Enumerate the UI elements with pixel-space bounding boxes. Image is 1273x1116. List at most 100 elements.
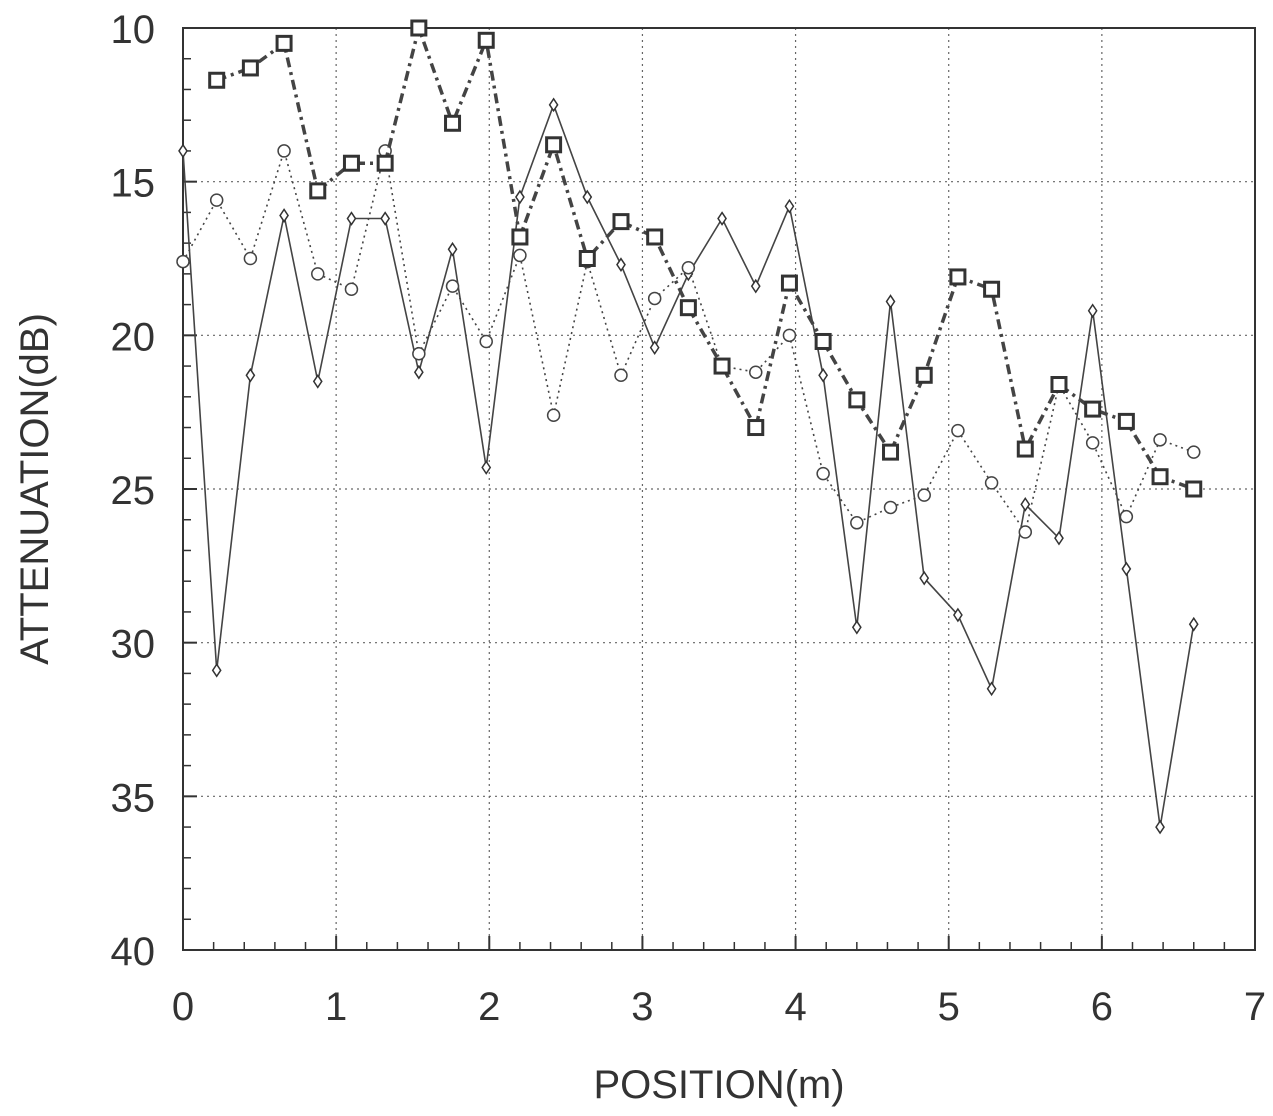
y-axis-title: ATTENUATION(dB) bbox=[13, 313, 57, 665]
square-point bbox=[882, 443, 900, 461]
y-tick-label: 35 bbox=[111, 776, 156, 820]
square-point bbox=[511, 228, 529, 246]
y-tick-label: 25 bbox=[111, 469, 156, 513]
square-point bbox=[444, 114, 462, 132]
x-tick-label: 6 bbox=[1091, 985, 1113, 1029]
diamond-point bbox=[515, 189, 525, 205]
circle-point bbox=[614, 368, 628, 383]
square-point bbox=[780, 274, 798, 292]
series-diamond bbox=[178, 97, 1199, 835]
y-tick-label: 10 bbox=[111, 8, 156, 52]
diamond-point bbox=[750, 278, 761, 294]
square-point bbox=[275, 34, 293, 52]
circle-point bbox=[647, 291, 662, 306]
diamond-point bbox=[1087, 303, 1098, 319]
series-line-circle bbox=[182, 148, 1194, 534]
diamond-point bbox=[413, 364, 424, 380]
circle-point bbox=[546, 408, 561, 422]
square-point bbox=[342, 154, 360, 172]
circle-point bbox=[984, 476, 999, 490]
circle-point bbox=[277, 144, 291, 158]
x-tick-label: 3 bbox=[631, 985, 653, 1029]
diamond-point bbox=[986, 681, 997, 697]
square-point bbox=[679, 299, 697, 317]
square-point bbox=[949, 268, 967, 286]
series-layer bbox=[176, 19, 1203, 835]
circle-point bbox=[951, 423, 965, 438]
x-tick-label: 4 bbox=[784, 985, 806, 1029]
x-tick-label: 1 bbox=[325, 985, 347, 1029]
circle-point bbox=[344, 282, 359, 296]
diamond-point bbox=[447, 241, 458, 257]
diamond-point bbox=[851, 619, 862, 635]
square-point bbox=[477, 31, 495, 49]
diamond-point bbox=[818, 367, 829, 383]
diamond-point bbox=[885, 294, 896, 309]
diamond-point bbox=[1020, 497, 1031, 512]
square-point bbox=[646, 228, 664, 246]
square-point bbox=[915, 366, 933, 384]
square-point bbox=[309, 182, 327, 200]
circle-point bbox=[782, 328, 797, 343]
x-tick-label: 0 bbox=[172, 985, 194, 1029]
diamond-point bbox=[178, 143, 188, 159]
circle-point bbox=[412, 347, 426, 361]
grid bbox=[183, 28, 1255, 950]
y-tick-label: 20 bbox=[111, 315, 156, 359]
diamond-point bbox=[346, 211, 357, 226]
square-point bbox=[612, 213, 630, 231]
diamond-point bbox=[1121, 561, 1132, 577]
circle-point bbox=[850, 516, 864, 530]
y-tick-label: 30 bbox=[111, 623, 156, 667]
square-point bbox=[814, 332, 832, 350]
square-point bbox=[1084, 400, 1102, 418]
y-tick-label: 40 bbox=[111, 930, 156, 974]
x-tick-label: 7 bbox=[1244, 985, 1266, 1029]
diamond-point bbox=[784, 198, 795, 214]
square-point bbox=[1117, 412, 1135, 430]
series-square bbox=[208, 19, 1203, 498]
diamond-point bbox=[953, 607, 963, 623]
x-axis-title: POSITION(m) bbox=[593, 1063, 844, 1107]
circle-point bbox=[243, 251, 258, 266]
circle-point bbox=[445, 279, 460, 293]
square-point bbox=[1185, 480, 1203, 498]
square-point bbox=[983, 280, 1001, 298]
diamond-point bbox=[649, 340, 660, 355]
diamond-point bbox=[548, 97, 559, 113]
circle-point bbox=[917, 488, 931, 502]
square-point bbox=[410, 19, 428, 37]
diamond-point bbox=[717, 211, 727, 226]
diamond-point bbox=[1155, 819, 1165, 835]
series-line-diamond bbox=[182, 102, 1195, 828]
circle-point bbox=[176, 254, 190, 269]
series-circle bbox=[176, 144, 1201, 539]
square-point bbox=[376, 154, 394, 172]
tick-labels: 0 1 2 3 4 5 6 7 10 15 20 25 30 35 40 bbox=[111, 8, 1267, 1029]
diamond-point bbox=[1054, 530, 1064, 546]
diamond-point bbox=[582, 189, 593, 205]
circle-point bbox=[1153, 433, 1167, 447]
circle-point bbox=[479, 334, 493, 349]
diamond-point bbox=[279, 208, 289, 223]
circle-point bbox=[209, 193, 224, 207]
circle-point bbox=[513, 248, 527, 263]
circle-point bbox=[1085, 436, 1100, 450]
diamond-point bbox=[481, 460, 492, 475]
diamond-point bbox=[312, 374, 323, 389]
series-line-square bbox=[216, 21, 1195, 491]
circle-point bbox=[883, 500, 898, 515]
square-point bbox=[545, 136, 563, 154]
circle-point bbox=[1018, 525, 1033, 539]
square-point bbox=[241, 59, 259, 77]
square-point bbox=[1151, 468, 1169, 486]
circle-point bbox=[749, 365, 763, 379]
diamond-point bbox=[1188, 616, 1199, 632]
circle-point bbox=[1186, 445, 1201, 459]
diamond-point bbox=[919, 570, 930, 586]
circle-point bbox=[681, 260, 696, 275]
square-point bbox=[578, 250, 596, 267]
x-tick-label: 2 bbox=[478, 985, 500, 1029]
circle-point bbox=[1119, 509, 1134, 524]
